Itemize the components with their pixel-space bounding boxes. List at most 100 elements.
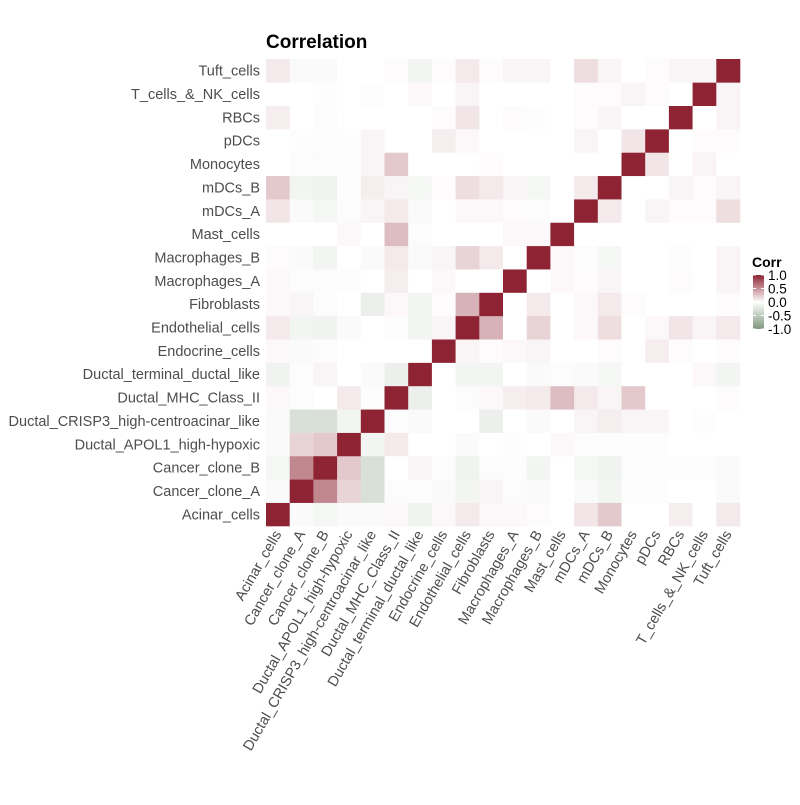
heatmap-cell — [313, 502, 338, 527]
heatmap-cell — [550, 502, 575, 527]
heatmap-cell — [266, 362, 290, 387]
heatmap-cell — [289, 409, 314, 433]
y-tick-label: Monocytes — [190, 157, 260, 173]
heatmap-cell — [716, 455, 741, 480]
heatmap-cell — [574, 409, 599, 433]
heatmap-cell — [337, 479, 362, 503]
heatmap-cell — [550, 82, 575, 106]
heatmap-cell — [645, 409, 670, 433]
heatmap-cell — [360, 59, 385, 83]
heatmap-cell — [716, 339, 741, 363]
y-tick-label: Cancer_clone_B — [153, 461, 260, 477]
heatmap-cell — [455, 59, 480, 83]
heatmap-cell — [431, 129, 456, 153]
heatmap-cell — [692, 59, 717, 83]
heatmap-cell — [550, 362, 575, 387]
heatmap-cell — [360, 292, 385, 317]
heatmap-cell — [266, 152, 290, 177]
heatmap-cell — [716, 385, 741, 410]
y-axis-labels: Acinar_cells Cancer_clone_A Cancer_clone_B… — [9, 64, 261, 524]
heatmap-cell — [550, 129, 575, 153]
heatmap-cell — [289, 315, 314, 340]
heatmap-cell — [266, 129, 290, 153]
heatmap-cell — [337, 199, 362, 223]
y-tick-label: Endothelial_cells — [151, 321, 260, 337]
heatmap-cell — [668, 59, 693, 83]
heatmap-cell — [692, 385, 717, 410]
heatmap-cell — [431, 82, 456, 106]
heatmap-cell — [384, 59, 409, 83]
heatmap-cell — [645, 502, 670, 527]
y-tick-label: Mast_cells — [192, 227, 261, 243]
heatmap-cell — [550, 199, 575, 223]
legend-title: Corr — [752, 254, 782, 270]
heatmap-cell — [597, 502, 622, 527]
heatmap-cell — [313, 199, 338, 223]
heatmap-cell — [645, 269, 670, 293]
heatmap-cell — [455, 432, 480, 457]
heatmap-cell — [384, 129, 409, 153]
heatmap-cell — [716, 315, 741, 340]
heatmap-cell — [289, 175, 314, 200]
heatmap-cell — [337, 175, 362, 200]
y-tick-label: Macrophages_A — [154, 274, 260, 290]
heatmap-cell — [455, 409, 480, 433]
heatmap-cell — [313, 105, 338, 130]
heatmap-cell — [431, 339, 456, 363]
heatmap-cell — [668, 175, 693, 200]
heatmap-cell — [313, 175, 338, 200]
heatmap-cell — [360, 315, 385, 340]
heatmap-cell — [455, 245, 480, 270]
heatmap-cell — [408, 455, 433, 480]
heatmap-cell — [550, 385, 575, 410]
heatmap-cell — [645, 82, 670, 106]
chart-title: Correlation — [266, 32, 367, 53]
heatmap-cell — [337, 339, 362, 363]
heatmap-cell — [574, 292, 599, 317]
heatmap-cell — [479, 432, 504, 457]
heatmap-cell — [360, 385, 385, 410]
heatmap-cell — [503, 292, 527, 317]
heatmap-cell — [431, 479, 456, 503]
heatmap-cell — [597, 315, 622, 340]
heatmap-cell — [574, 199, 599, 223]
heatmap-cell — [574, 502, 599, 527]
heatmap-cell — [621, 105, 646, 130]
heatmap-cell — [550, 245, 575, 270]
heatmap-cell — [455, 362, 480, 387]
heatmap-cell — [716, 129, 741, 153]
heatmap-cell — [550, 339, 575, 363]
heatmap-cell — [597, 105, 622, 130]
heatmap-cell — [692, 315, 717, 340]
heatmap-cell — [692, 199, 717, 223]
heatmap-cell — [526, 59, 551, 83]
heatmap-cell — [574, 82, 599, 106]
heatmap-cell — [597, 432, 622, 457]
heatmap-cell — [289, 502, 314, 527]
heatmap-cell — [503, 82, 527, 106]
heatmap-cell — [645, 479, 670, 503]
heatmap-cell — [526, 455, 551, 480]
heatmap-cell — [526, 479, 551, 503]
heatmap-cell — [289, 222, 314, 247]
heatmap-cell — [621, 409, 646, 433]
heatmap-cell — [337, 152, 362, 177]
heatmap-cell — [408, 105, 433, 130]
legend-colorbar — [753, 275, 764, 329]
heatmap-cell — [360, 222, 385, 247]
legend-tick-label: 0.0 — [768, 295, 787, 310]
heatmap-cell — [574, 339, 599, 363]
heatmap-cell — [266, 82, 290, 106]
heatmap-cell — [621, 502, 646, 527]
heatmap-cell — [479, 152, 504, 177]
heatmap-cell — [550, 409, 575, 433]
heatmap-cell — [408, 502, 433, 527]
heatmap-cell — [384, 479, 409, 503]
heatmap-cell — [360, 152, 385, 177]
heatmap-cell — [479, 409, 504, 433]
heatmap-cell — [597, 385, 622, 410]
heatmap-cells — [266, 59, 741, 527]
heatmap-cell — [337, 269, 362, 293]
y-tick-label: Cancer_clone_A — [153, 484, 261, 500]
